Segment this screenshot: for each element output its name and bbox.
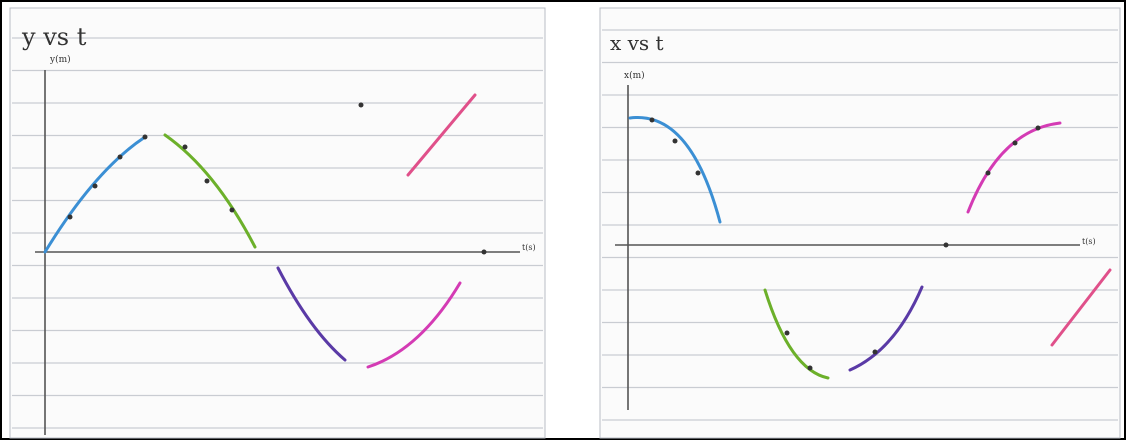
right-sheet: x vs t x(m) t(s)	[599, 7, 1121, 439]
panel-title: x vs t	[610, 31, 664, 55]
panel-title: y vs t	[21, 23, 87, 51]
line	[406, 93, 477, 177]
x-axis-label: t(s)	[522, 243, 536, 252]
points	[67, 102, 487, 255]
axes	[615, 85, 1080, 410]
y-axis-label: x(m)	[624, 70, 645, 81]
curve	[848, 285, 924, 372]
paper-lines	[602, 29, 1118, 421]
x-axis-label: t(s)	[1082, 237, 1096, 246]
y-axis-label: y(m)	[49, 54, 71, 65]
paper-lines	[12, 37, 543, 429]
paper	[9, 7, 546, 439]
curve	[628, 115, 722, 224]
curve	[966, 121, 1062, 214]
paper	[599, 7, 1121, 439]
points	[649, 117, 1041, 371]
curve	[276, 266, 347, 362]
curve	[163, 133, 257, 249]
curve	[366, 281, 462, 369]
left-sheet: y vs t y(m) t(s)	[9, 7, 546, 439]
curve	[43, 135, 147, 254]
curve	[763, 288, 830, 380]
line	[1050, 268, 1112, 347]
